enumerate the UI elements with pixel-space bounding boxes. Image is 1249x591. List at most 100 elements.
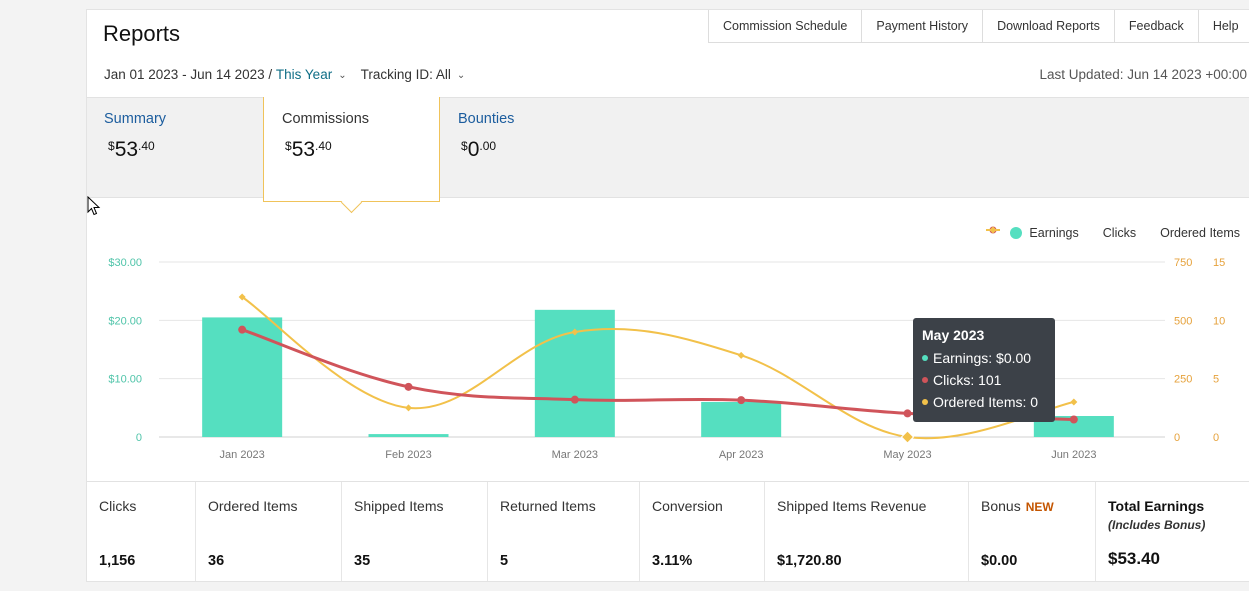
chevron-down-icon[interactable]: ⌄	[338, 70, 347, 81]
y-right-items-tick-label: 0	[1213, 432, 1219, 444]
tab-summary-label: Summary	[104, 111, 167, 127]
page-title: Reports	[103, 21, 181, 46]
new-badge: NEW	[1025, 500, 1054, 514]
stat-shipped-items-revenue: Shipped Items Revenue $1,720.80	[765, 482, 969, 581]
earnings-bar	[701, 402, 782, 437]
stat-total-earnings: Total Earnings (Includes Bonus) $53.40	[1096, 482, 1249, 581]
clicks-point	[404, 382, 413, 391]
tab-commissions-value: $53.40	[285, 138, 332, 161]
clicks-point	[238, 325, 247, 334]
ordered-items-point	[571, 328, 579, 336]
help-button[interactable]: Help	[1198, 10, 1249, 43]
y-right-clicks-tick-label: 0	[1174, 432, 1180, 444]
chart-tooltip: May 2023 Earnings: $0.00 Clicks: 101 Ord…	[913, 318, 1055, 422]
mouse-cursor-icon	[87, 196, 101, 216]
earnings-bar	[368, 434, 449, 437]
x-tick-label: Jun 2023	[1051, 449, 1096, 461]
stats-row: Clicks 1,156 Ordered Items 36 Shipped It…	[87, 481, 1249, 581]
clicks-point	[903, 409, 912, 418]
commission-schedule-button[interactable]: Commission Schedule	[709, 10, 863, 43]
stat-shipped-items: Shipped Items 35	[342, 482, 488, 581]
legend-ordered-items[interactable]: Ordered Items	[986, 226, 1240, 240]
period-dropdown[interactable]: This Year	[275, 67, 333, 82]
stat-value: 5	[500, 553, 509, 569]
tab-commissions-label: Commissions	[282, 111, 370, 127]
x-tick-label: May 2023	[883, 449, 931, 461]
stat-label: Returned Items	[500, 498, 596, 514]
report-tabs: Summary $53.40 Commissions $53.40 Bounti…	[87, 97, 1249, 214]
y-right-clicks-tick-label: 250	[1174, 374, 1192, 386]
payment-history-button[interactable]: Payment History	[862, 10, 984, 43]
clicks-point	[737, 396, 746, 405]
stat-label: Clicks	[99, 498, 137, 514]
reports-panel: Reports Commission Schedule Payment Hist…	[86, 9, 1249, 582]
ordered-items-point	[405, 404, 412, 412]
y-left-tick-label: $20.00	[108, 315, 142, 327]
stat-value: 3.11%	[652, 553, 693, 569]
legend-clicks-label: Clicks	[1102, 226, 1137, 240]
ordered-items-legend-marker	[986, 226, 1001, 234]
ordered-items-line	[241, 296, 1075, 440]
tab-summary[interactable]: Summary $53.40	[87, 98, 263, 197]
last-updated-text: Last Updated: Jun 14 2023 +00:00	[1039, 67, 1247, 82]
x-tick-label: Mar 2023	[552, 449, 598, 461]
tooltip-ordered-items: Ordered Items: 0	[922, 391, 1046, 413]
stat-clicks: Clicks 1,156	[87, 482, 196, 581]
feedback-button[interactable]: Feedback	[1114, 10, 1199, 43]
legend-earnings-label: Earnings	[1029, 226, 1079, 240]
stat-value: 36	[208, 553, 225, 569]
stat-bonus: Bonus NEW $0.00	[969, 482, 1096, 581]
stat-label: Ordered Items	[208, 498, 298, 514]
stat-value: $1,720.80	[777, 553, 842, 569]
earnings-legend-dot	[1010, 227, 1023, 239]
date-range-text: Jan 01 2023 - Jun 14 2023 /	[104, 67, 273, 82]
ordered-items-point	[737, 351, 745, 359]
chevron-down-icon[interactable]: ⌄	[456, 70, 466, 81]
clicks-point	[570, 395, 579, 404]
chart-legend: Earnings Clicks Ordered Items	[986, 226, 1240, 240]
legend-ordered-items-label: Ordered Items	[1160, 226, 1240, 240]
earnings-chart: $30.00 750 15 $20.00 500 10 $10.00 250 5 0 0 0 Jan 2…	[87, 196, 1249, 481]
earnings-bar	[202, 317, 283, 437]
legend-earnings[interactable]: Earnings	[1010, 226, 1079, 240]
stat-value: $53.40	[1108, 549, 1160, 568]
ordered-items-point	[238, 293, 246, 301]
stat-value: 1,156	[99, 553, 136, 569]
x-tick-label: Feb 2023	[385, 449, 431, 461]
tooltip-earnings: Earnings: $0.00	[922, 347, 1046, 369]
stat-value: $0.00	[981, 553, 1018, 569]
clicks-point	[1069, 415, 1078, 424]
download-reports-button[interactable]: Download Reports	[983, 10, 1115, 43]
stat-conversion: Conversion 3.11%	[640, 482, 765, 581]
tooltip-clicks: Clicks: 101	[922, 369, 1046, 391]
y-left-tick-label: $30.00	[108, 257, 142, 269]
stat-ordered-items: Ordered Items 36	[196, 482, 342, 581]
stat-label: Shipped Items Revenue	[777, 498, 927, 514]
y-right-clicks-tick-label: 500	[1174, 315, 1192, 327]
ordered-items-point	[900, 430, 915, 444]
tab-commissions[interactable]: Commissions $53.40	[263, 97, 440, 214]
legend-clicks[interactable]: Clicks	[986, 226, 1137, 240]
tab-bounties-value: $0.00	[461, 138, 497, 161]
tab-summary-value: $53.40	[108, 138, 155, 161]
y-right-items-tick-label: 5	[1213, 374, 1219, 386]
stat-label: Total Earnings	[1108, 498, 1205, 514]
tab-bounties[interactable]: Bounties $0.00	[440, 98, 640, 197]
y-left-tick-label: $10.00	[108, 374, 142, 386]
stat-sublabel: (Includes Bonus)	[1108, 518, 1206, 532]
x-tick-label: Apr 2023	[719, 449, 764, 461]
tab-bounties-label: Bounties	[458, 111, 515, 127]
top-nav: Commission Schedule Payment History Down…	[708, 10, 1249, 43]
tracking-id-dropdown[interactable]: Tracking ID: All	[360, 67, 451, 82]
filter-bar: Jan 01 2023 - Jun 14 2023 / This Year ⌄ T…	[104, 67, 479, 82]
y-right-items-tick-label: 15	[1213, 257, 1225, 269]
stat-label: Bonus NEW	[981, 498, 1054, 514]
ordered-items-point	[1070, 398, 1078, 406]
x-tick-label: Jan 2023	[220, 449, 265, 461]
stat-value: 35	[354, 553, 371, 569]
y-right-items-tick-label: 10	[1213, 315, 1225, 327]
stat-returned-items: Returned Items 5	[488, 482, 640, 581]
y-left-tick-label: 0	[136, 432, 142, 444]
stat-label: Shipped Items	[354, 498, 444, 514]
